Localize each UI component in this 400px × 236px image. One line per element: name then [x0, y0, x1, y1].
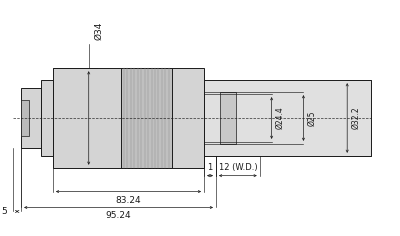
Text: Ø25: Ø25	[308, 110, 316, 126]
Bar	[41, 80, 53, 156]
Text: 83.24: 83.24	[116, 196, 141, 205]
Text: Ø34: Ø34	[95, 22, 104, 40]
Text: 12 (W.D.): 12 (W.D.)	[218, 163, 257, 172]
Bar	[53, 68, 204, 168]
Text: 1: 1	[207, 163, 213, 172]
Text: 95.24: 95.24	[106, 211, 131, 220]
Text: Ø32.2: Ø32.2	[351, 107, 360, 129]
Bar	[21, 88, 41, 148]
Bar	[220, 92, 236, 144]
Bar	[21, 100, 29, 136]
Text: 5: 5	[2, 207, 7, 216]
Bar	[204, 80, 371, 156]
Bar	[120, 68, 172, 168]
Text: Ø24.4: Ø24.4	[276, 107, 285, 129]
